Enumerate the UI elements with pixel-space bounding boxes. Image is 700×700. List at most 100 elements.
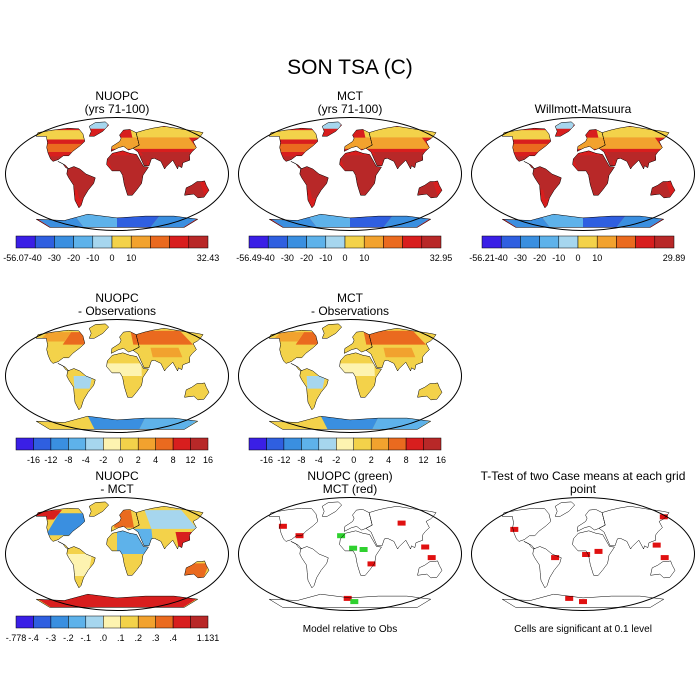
- greenland-outline: [321, 323, 343, 339]
- colorbar-swatch: [248, 437, 267, 451]
- colorbar-wrap: -56.21 -40 -30 -20 -10 0 10 29.89: [469, 235, 696, 266]
- colorbar-tick-label: 16: [203, 455, 213, 465]
- greenland-outline: [88, 501, 110, 517]
- colorbar: -56.21 -40 -30 -20 -10 0 10 29.89: [469, 235, 685, 263]
- central-america-outline: [523, 541, 535, 550]
- anomaly-field: [363, 330, 426, 345]
- green-sig-cell: [337, 533, 346, 539]
- colorbar-swatch: [111, 235, 132, 249]
- panel-title: Willmott-Matsuura: [470, 90, 696, 116]
- colorbar-tick-label: 0: [342, 253, 347, 263]
- colorbar-swatch: [15, 615, 34, 629]
- colorbar-tick-label: -12: [277, 455, 290, 465]
- central-america-outline: [57, 161, 69, 170]
- colorbar-tick-label: .4: [169, 633, 177, 643]
- anomaly-field: [306, 376, 326, 389]
- map-panel: T-Test of two Case means at each grid po…: [470, 470, 696, 612]
- colorbar-swatch: [388, 437, 407, 451]
- panel-title-line: MCT (red): [322, 482, 378, 496]
- red-sig-cell: [397, 520, 406, 526]
- africa-outline: [339, 150, 382, 196]
- panel-title-line: - Observations: [77, 304, 157, 318]
- colorbar-tick-label: -2: [332, 455, 340, 465]
- colorbar-tick-label: 0: [118, 455, 123, 465]
- colorbar-swatch: [34, 235, 55, 249]
- colorbar-swatch: [73, 235, 94, 249]
- central-america-outline: [523, 161, 535, 170]
- north-america-outline: [268, 329, 319, 364]
- colorbar-swatch: [287, 235, 307, 249]
- panel-title-line: (yrs 71-100): [317, 102, 383, 116]
- asia-outline: [132, 126, 204, 170]
- colorbar-tick-label: 12: [185, 455, 195, 465]
- antarctica-outline: [269, 415, 432, 430]
- panel-title-line: NUOPC: [95, 469, 139, 483]
- panel-title: NUOPC (yrs 71-100): [4, 90, 230, 116]
- colorbar-tick-label: -10: [86, 253, 99, 263]
- panel-title-line: - Observations: [310, 304, 390, 318]
- colorbar-tick-label: -56.07: [3, 253, 29, 263]
- africa-outline: [106, 530, 149, 576]
- colorbar-swatch: [172, 615, 191, 629]
- panel-title: NUOPC - Observations: [4, 292, 230, 318]
- colorbar-swatch: [155, 615, 174, 629]
- africa-outline: [106, 352, 149, 398]
- world-map: [5, 117, 229, 231]
- red-sig-cell: [579, 599, 587, 605]
- colorbar-wrap: -16 -12 -8 -4 -2 0 2 4 8 12 16: [4, 437, 230, 468]
- colorbar-tick-label: -12: [44, 455, 57, 465]
- colorbar-swatch: [336, 437, 355, 451]
- colorbar-swatch: [353, 437, 372, 451]
- panel-title: MCT - Observations: [237, 292, 463, 318]
- colorbar-tick-label: 4: [153, 455, 158, 465]
- colorbar-swatch: [283, 437, 302, 451]
- panel-title-line: T-Test of two Case means at each grid po…: [480, 469, 686, 496]
- colorbar-tick-label: -.778: [6, 633, 27, 643]
- colorbar-swatch: [635, 235, 656, 249]
- colorbar-swatch: [85, 437, 104, 451]
- europe-outline: [343, 129, 373, 152]
- eurasia-mid-band: [344, 137, 431, 149]
- antarctica-outline: [36, 415, 199, 430]
- colorbar-tick-label: -4: [315, 455, 323, 465]
- colorbar-swatch: [370, 437, 389, 451]
- north-america-outline: [268, 127, 319, 162]
- europe-outline: [576, 129, 606, 152]
- red-sig-cell: [343, 595, 352, 601]
- north-america-outline: [35, 127, 86, 162]
- colorbar-swatch: [500, 235, 521, 249]
- north-america-outline: [268, 507, 319, 542]
- map-panel: NUOPC (green) MCT (red): [237, 470, 463, 612]
- colorbar-swatch: [188, 235, 209, 249]
- colorbar-swatch: [54, 235, 74, 249]
- central-america-outline: [290, 363, 302, 372]
- colorbar-tick-label: -20: [300, 253, 313, 263]
- world-map: [5, 497, 229, 611]
- australia-outline: [417, 382, 443, 401]
- central-america-outline: [57, 541, 69, 550]
- colorbar: -16 -12 -8 -4 -2 0 2 4 8 12 16: [248, 437, 446, 465]
- colorbar-swatch: [266, 437, 285, 451]
- europe-outline: [343, 509, 373, 532]
- panel-title-line: MCT: [337, 89, 363, 103]
- eurasia-mid-band: [577, 137, 664, 149]
- colorbar-swatch: [92, 235, 113, 249]
- colorbar-wrap: -16 -12 -8 -4 -2 0 2 4 8 12 16: [237, 437, 463, 468]
- colorbar-tick-label: .2: [134, 633, 142, 643]
- colorbar-swatch: [33, 615, 52, 629]
- colorbar-swatch: [137, 615, 156, 629]
- red-sig-cell: [652, 542, 661, 548]
- map-frame: [5, 497, 229, 611]
- colorbar: -.778 -.4 -.3 -.2 -.1 .0 .1 .2 .3 .4 1.131: [6, 615, 219, 643]
- colorbar-tick-label: -10: [552, 253, 565, 263]
- panel-title-line: MCT: [337, 291, 363, 305]
- antarctica-outline: [502, 213, 665, 228]
- australia-outline: [184, 382, 210, 401]
- antarctica-outline: [36, 593, 199, 608]
- antarctica-outline: [502, 593, 665, 608]
- colorbar-tick-label: -30: [514, 253, 527, 263]
- colorbar-swatch: [50, 615, 69, 629]
- antarctica-outline: [269, 593, 432, 608]
- colorbar-swatch: [306, 235, 327, 249]
- colorbar-swatch: [405, 437, 424, 451]
